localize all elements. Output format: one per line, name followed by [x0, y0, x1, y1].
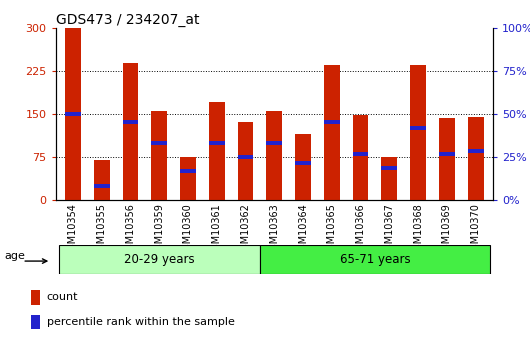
Bar	[410, 65, 426, 200]
Text: GDS473 / 234207_at: GDS473 / 234207_at	[56, 12, 199, 27]
Bar	[382, 167, 398, 170]
Bar	[237, 122, 253, 200]
Bar	[94, 184, 110, 188]
Bar	[209, 102, 225, 200]
Bar	[209, 141, 225, 145]
Bar	[237, 155, 253, 159]
Bar	[151, 111, 167, 200]
Bar	[468, 117, 483, 200]
Bar	[267, 111, 282, 200]
Bar	[122, 120, 138, 125]
Bar	[468, 149, 483, 153]
Bar	[122, 63, 138, 200]
Bar	[260, 245, 490, 274]
Bar	[31, 315, 40, 329]
Bar	[58, 245, 260, 274]
Bar	[382, 157, 398, 200]
Bar	[151, 141, 167, 145]
Bar	[439, 152, 455, 156]
Bar	[180, 169, 196, 173]
Bar	[439, 118, 455, 200]
Bar	[65, 112, 81, 116]
Text: 20-29 years: 20-29 years	[124, 253, 195, 266]
Bar	[31, 290, 40, 305]
Text: age: age	[4, 251, 25, 261]
Bar	[267, 141, 282, 145]
Bar	[324, 65, 340, 200]
Bar	[295, 134, 311, 200]
Bar	[352, 115, 368, 200]
Bar	[180, 157, 196, 200]
Bar	[65, 28, 81, 200]
Bar	[410, 126, 426, 130]
Bar	[324, 120, 340, 125]
Bar	[352, 152, 368, 156]
Bar	[94, 160, 110, 200]
Text: count: count	[47, 293, 78, 302]
Text: 65-71 years: 65-71 years	[340, 253, 410, 266]
Text: percentile rank within the sample: percentile rank within the sample	[47, 317, 234, 327]
Bar	[295, 161, 311, 165]
